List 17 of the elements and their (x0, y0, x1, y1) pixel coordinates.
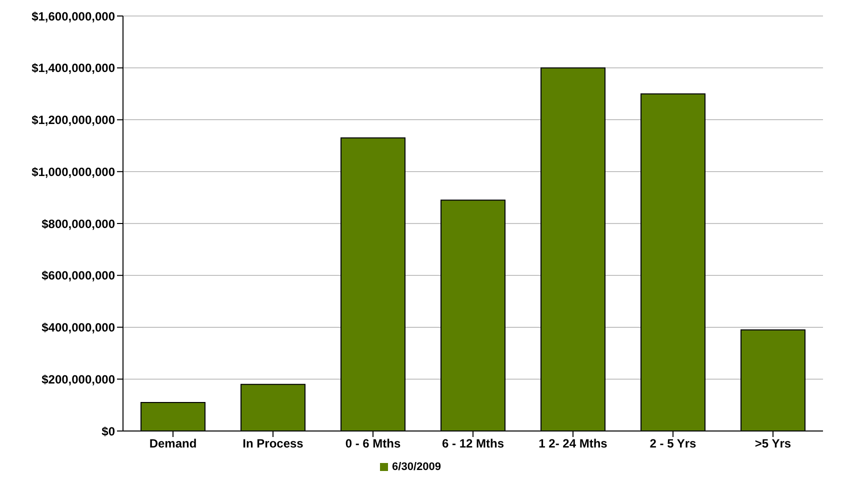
x-tick-label: 2 - 5 Yrs (650, 436, 697, 451)
y-tick-label: $400,000,000 (42, 320, 116, 335)
y-tick-label: $200,000,000 (42, 372, 116, 386)
x-tick-label: Demand (149, 436, 197, 451)
y-tick-label: $1,200,000,000 (32, 113, 116, 128)
x-tick-label: In Process (242, 436, 304, 451)
x-tick-label: >5 Yrs (754, 436, 792, 451)
y-tick-label: $600,000,000 (42, 268, 116, 283)
x-tick-label: 1 2- 24 Mths (538, 436, 608, 451)
legend-label: 6/30/2009 (392, 461, 441, 473)
x-tick-label: 0 - 6 Mths (345, 436, 401, 451)
y-tick-label: $0 (102, 424, 116, 438)
y-tick-label: $800,000,000 (42, 216, 116, 231)
y-tick-label: $1,000,000,000 (32, 164, 116, 179)
y-tick-label: $1,400,000,000 (32, 61, 116, 76)
x-tick-label: 6 - 12 Mths (442, 436, 504, 451)
y-tick-label: $1,600,000,000 (32, 9, 116, 24)
